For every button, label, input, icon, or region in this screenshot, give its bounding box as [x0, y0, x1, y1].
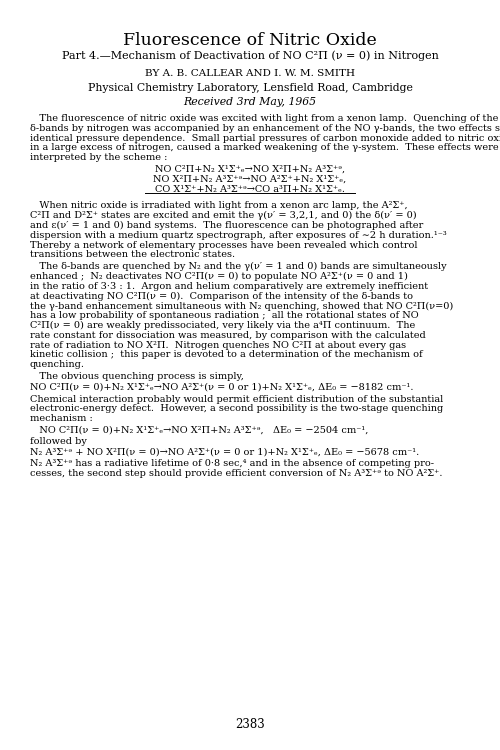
Text: NO C²Π+N₂ X¹Σ⁺ₑ→NO X²Π+N₂ A³Σ⁺ᵊ,: NO C²Π+N₂ X¹Σ⁺ₑ→NO X²Π+N₂ A³Σ⁺ᵊ, [155, 165, 345, 174]
Text: rate of radiation to NO X²Π.  Nitrogen quenches NO C²Π at about every gas: rate of radiation to NO X²Π. Nitrogen qu… [30, 340, 406, 350]
Text: identical pressure dependence.  Small partial pressures of carbon monoxide added: identical pressure dependence. Small par… [30, 134, 500, 142]
Text: Thereby a network of elementary processes have been revealed which control: Thereby a network of elementary processe… [30, 241, 417, 250]
Text: BY A. B. CALLEAR AND I. W. M. SMITH: BY A. B. CALLEAR AND I. W. M. SMITH [145, 69, 355, 78]
Text: NO C²Π(ν = 0)+N₂ X¹Σ⁺ₑ→NO A²Σ⁺(ν = 0 or 1)+N₂ X¹Σ⁺ₑ, ΔE₀ = −8182 cm⁻¹.: NO C²Π(ν = 0)+N₂ X¹Σ⁺ₑ→NO A²Σ⁺(ν = 0 or … [30, 382, 413, 392]
Text: rate constant for dissociation was measured, by comparison with the calculated: rate constant for dissociation was measu… [30, 331, 426, 340]
Text: quenching.: quenching. [30, 360, 85, 369]
Text: NO C²Π(ν = 0)+N₂ X¹Σ⁺ₑ→NO X²Π+N₂ A³Σ⁺ᵊ,   ΔE₀ = −2504 cm⁻¹,: NO C²Π(ν = 0)+N₂ X¹Σ⁺ₑ→NO X²Π+N₂ A³Σ⁺ᵊ, … [30, 426, 368, 435]
Text: cesses, the second step should provide efficient conversion of N₂ A³Σ⁺ᵊ to NO A²: cesses, the second step should provide e… [30, 470, 442, 478]
Text: N₂ A³Σ⁺ᵊ has a radiative lifetime of 0·8 sec,⁴ and in the absence of competing p: N₂ A³Σ⁺ᵊ has a radiative lifetime of 0·8… [30, 460, 434, 469]
Text: transitions between the electronic states.: transitions between the electronic state… [30, 251, 235, 260]
Text: Chemical interaction probably would permit efficient distribution of the substan: Chemical interaction probably would perm… [30, 394, 444, 404]
Text: at deactivating NO C²Π(ν = 0).  Comparison of the intensity of the δ-bands to: at deactivating NO C²Π(ν = 0). Compariso… [30, 292, 413, 301]
Text: in a large excess of nitrogen, caused a marked weakening of the γ-system.  These: in a large excess of nitrogen, caused a … [30, 143, 498, 152]
Text: NO X²Π+N₂ A³Σ⁺ᵊ→NO A²Σ⁺+N₂ X¹Σ⁺ₑ,: NO X²Π+N₂ A³Σ⁺ᵊ→NO A²Σ⁺+N₂ X¹Σ⁺ₑ, [154, 175, 346, 184]
Text: kinetic collision ;  this paper is devoted to a determination of the mechanism o: kinetic collision ; this paper is devote… [30, 350, 422, 359]
Text: interpreted by the scheme :: interpreted by the scheme : [30, 153, 168, 162]
Text: Physical Chemistry Laboratory, Lensfield Road, Cambridge: Physical Chemistry Laboratory, Lensfield… [88, 83, 412, 93]
Text: CO X¹Σ⁺+N₂ A³Σ⁺ᵊ→CO a³Π+N₂ X¹Σ⁺ₑ.: CO X¹Σ⁺+N₂ A³Σ⁺ᵊ→CO a³Π+N₂ X¹Σ⁺ₑ. [155, 184, 345, 194]
Text: 2383: 2383 [235, 718, 265, 731]
Text: When nitric oxide is irradiated with light from a xenon arc lamp, the A²Σ⁺,: When nitric oxide is irradiated with lig… [30, 202, 407, 211]
Text: Part 4.—Mechanism of Deactivation of NO C²Π (ν = 0) in Nitrogen: Part 4.—Mechanism of Deactivation of NO … [62, 50, 438, 61]
Text: The obvious quenching process is simply,: The obvious quenching process is simply, [30, 372, 244, 381]
Text: electronic-energy defect.  However, a second possibility is the two-stage quench: electronic-energy defect. However, a sec… [30, 404, 444, 413]
Text: Received 3rd May, 1965: Received 3rd May, 1965 [184, 97, 316, 107]
Text: dispersion with a medium quartz spectrograph, after exposures of ∼2 h duration.¹: dispersion with a medium quartz spectrog… [30, 231, 447, 240]
Text: The δ-bands are quenched by N₂ and the γ(ν′ = 1 and 0) bands are simultaneously: The δ-bands are quenched by N₂ and the γ… [30, 262, 446, 272]
Text: and ε(ν′ = 1 and 0) band systems.  The fluorescence can be photographed after: and ε(ν′ = 1 and 0) band systems. The fl… [30, 221, 423, 230]
Text: in the ratio of 3·3 : 1.  Argon and helium comparatively are extremely inefficie: in the ratio of 3·3 : 1. Argon and heliu… [30, 282, 428, 291]
Text: has a low probability of spontaneous radiation ;  all the rotational states of N: has a low probability of spontaneous rad… [30, 311, 418, 320]
Text: N₂ A³Σ⁺ᵊ + NO X²Π(ν = 0)→NO A²Σ⁺(ν = 0 or 1)+N₂ X¹Σ⁺ₑ, ΔE₀ = −5678 cm⁻¹.: N₂ A³Σ⁺ᵊ + NO X²Π(ν = 0)→NO A²Σ⁺(ν = 0 o… [30, 448, 419, 457]
Text: The fluorescence of nitric oxide was excited with light from a xenon lamp.  Quen: The fluorescence of nitric oxide was exc… [30, 114, 498, 123]
Text: the γ-band enhancement simultaneous with N₂ quenching, showed that NO C²Π(ν=0): the γ-band enhancement simultaneous with… [30, 302, 453, 310]
Text: δ-bands by nitrogen was accompanied by an enhancement of the NO γ-bands, the two: δ-bands by nitrogen was accompanied by a… [30, 124, 500, 133]
Text: mechanism :: mechanism : [30, 414, 93, 423]
Text: C²Π and D²Σ⁺ states are excited and emit the γ(ν′ = 3,2,1, and 0) the δ(ν′ = 0): C²Π and D²Σ⁺ states are excited and emit… [30, 211, 416, 220]
Text: Fluorescence of Nitric Oxide: Fluorescence of Nitric Oxide [123, 32, 377, 49]
Text: followed by: followed by [30, 436, 87, 445]
Text: C²Π(ν = 0) are weakly predissociated, very likely via the a⁴Π continuum.  The: C²Π(ν = 0) are weakly predissociated, ve… [30, 321, 415, 330]
Text: enhanced ;  N₂ deactivates NO C²Π(ν = 0) to populate NO A²Σ⁺(ν = 0 and 1): enhanced ; N₂ deactivates NO C²Π(ν = 0) … [30, 272, 408, 281]
